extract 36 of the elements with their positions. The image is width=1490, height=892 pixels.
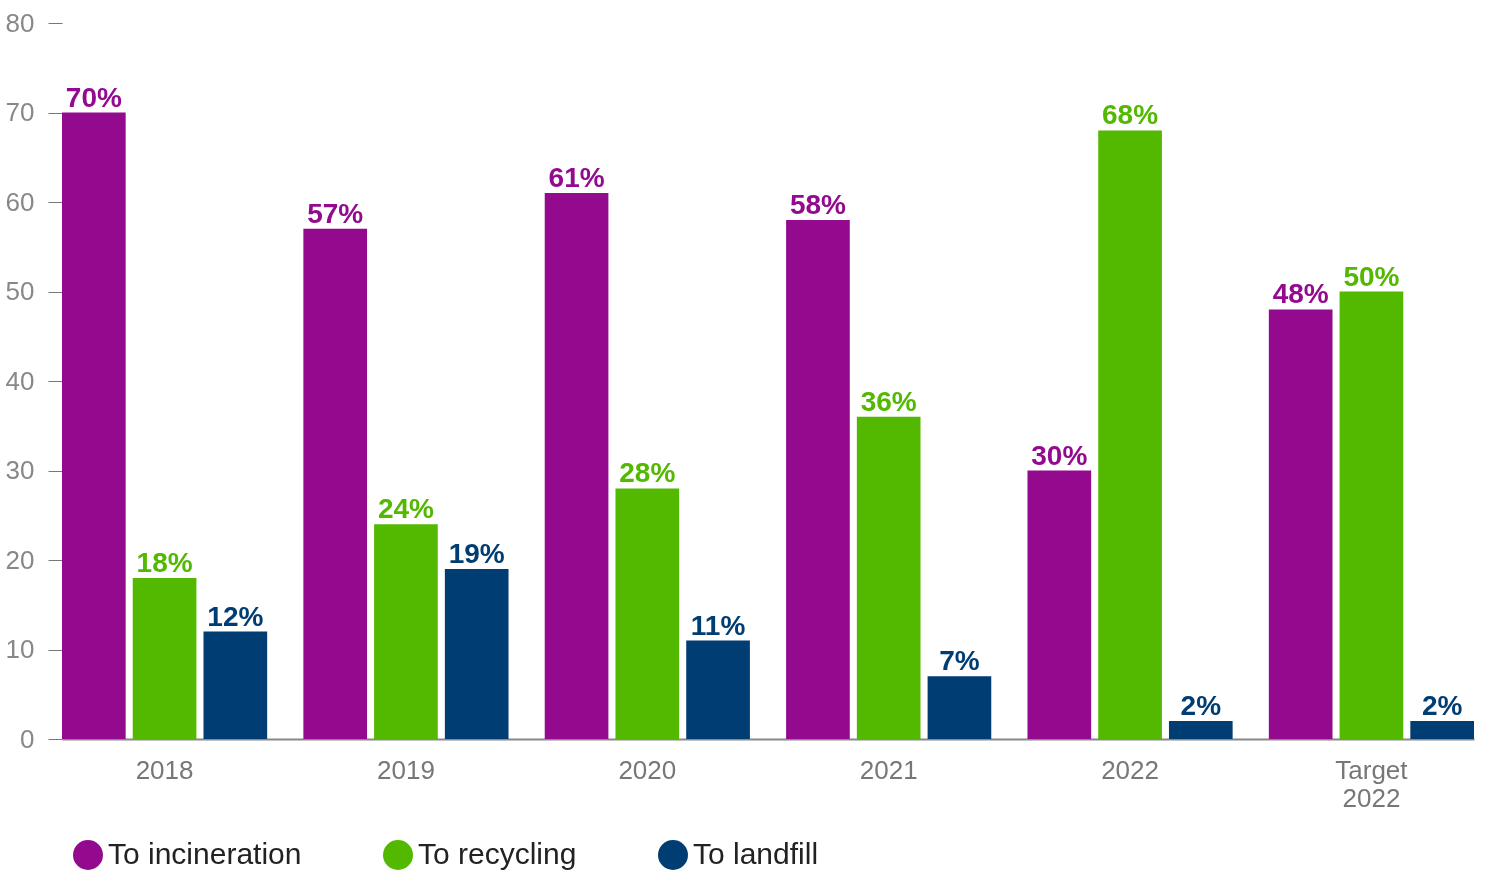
data-label: 30% <box>1031 439 1088 471</box>
data-label: 2% <box>1180 690 1222 722</box>
data-label: 68% <box>1102 99 1159 131</box>
data-label: 11% <box>690 609 746 641</box>
data-label: 57% <box>307 197 364 229</box>
x-tick-label: 2020 <box>618 754 677 785</box>
x-tick-label: 2022 <box>1101 754 1159 785</box>
data-label: 24% <box>377 493 435 525</box>
y-tick-label: 20 <box>5 544 35 575</box>
y-tick-label: 50 <box>5 276 35 306</box>
data-label: 7% <box>939 645 980 677</box>
legend-label: To landfill <box>693 837 819 870</box>
data-label: 70% <box>65 81 122 113</box>
data-label: 19% <box>448 537 505 569</box>
x-tick-label: Target 2022 <box>1335 754 1409 813</box>
legend-label: To recycling <box>418 837 577 870</box>
y-tick-label: 10 <box>5 634 35 664</box>
y-tick-label: 40 <box>5 365 35 396</box>
data-label: 50% <box>1343 260 1400 292</box>
data-label: 28% <box>619 457 676 489</box>
legend-label: To incineration <box>108 837 302 870</box>
data-label: 12% <box>207 600 264 632</box>
data-label: 36% <box>860 385 917 417</box>
data-label: 58% <box>789 188 847 220</box>
data-label: 48% <box>1272 278 1329 310</box>
x-tick-label: 2019 <box>377 754 435 785</box>
data-label: 2% <box>1421 690 1463 722</box>
y-tick-label: 80 <box>5 7 35 38</box>
y-tick-label: 0 <box>20 723 35 754</box>
data-label: 61% <box>548 162 605 194</box>
y-tick-label: 70 <box>5 97 35 127</box>
y-tick-label: 60 <box>5 186 35 217</box>
x-tick-label: 2018 <box>135 754 194 785</box>
x-tick-label: 2021 <box>859 754 918 785</box>
y-tick-label: 30 <box>5 455 35 485</box>
data-label: 18% <box>136 546 193 578</box>
